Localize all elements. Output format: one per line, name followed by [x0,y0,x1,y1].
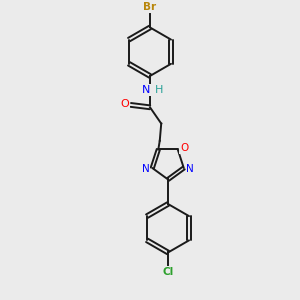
Text: Br: Br [143,2,157,12]
Text: N: N [141,85,150,95]
Text: H: H [155,85,163,95]
Text: O: O [180,143,188,153]
Text: N: N [142,164,150,174]
Text: N: N [186,164,194,174]
Text: Cl: Cl [162,267,174,277]
Text: O: O [120,99,129,109]
